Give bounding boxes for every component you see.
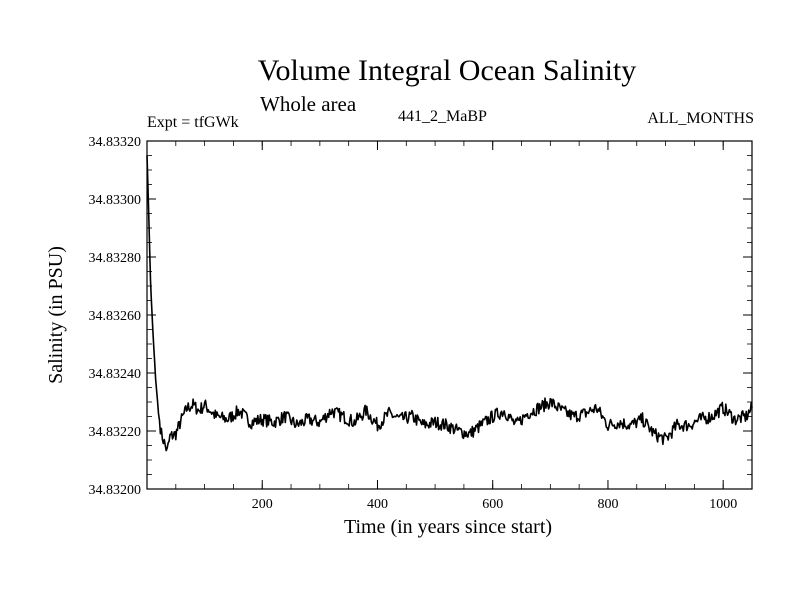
y-tick-label: 34.83200 (89, 483, 142, 498)
period-label: ALL_MONTHS (647, 110, 754, 127)
y-tick-label: 34.83280 (89, 251, 142, 266)
y-tick-labels: 34.83200 34.83220 34.83240 34.83260 34.83280… (89, 135, 142, 498)
x-tick-label: 600 (482, 497, 503, 512)
run-label: 441_2_MaBP (398, 108, 487, 125)
y-tick-label: 34.83320 (89, 135, 142, 150)
plot-frame (146, 140, 753, 490)
x-tick-label: 200 (252, 497, 273, 512)
experiment-label: Expt = tfGWk (147, 114, 239, 131)
x-axis-label: Time (in years since start) (344, 516, 552, 538)
y-tick-label: 34.83300 (89, 193, 142, 208)
y-tick-label: 34.83240 (89, 367, 142, 382)
salinity-series-line (146, 155, 753, 452)
chart-subtitle: Whole area (260, 92, 357, 116)
x-tick-label: 400 (367, 497, 388, 512)
x-tick-label: 800 (597, 497, 618, 512)
axis-ticks (147, 140, 753, 490)
y-tick-label: 34.83220 (89, 425, 142, 440)
x-tick-label: 1000 (709, 497, 737, 512)
y-axis-label: Salinity (in PSU) (45, 246, 67, 384)
chart-title: Volume Integral Ocean Salinity (257, 54, 637, 87)
x-tick-labels: 200 400 600 800 1000 (252, 497, 737, 512)
y-tick-label: 34.83260 (89, 309, 142, 324)
